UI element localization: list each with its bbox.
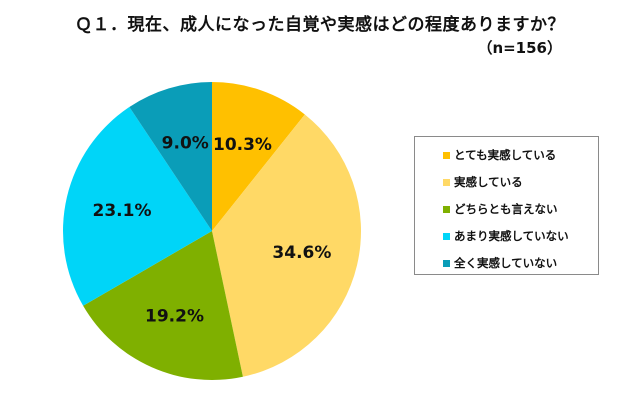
pie-slice-somewhat: [212, 114, 362, 377]
slice-value-label: 23.1%: [93, 201, 152, 221]
slice-value-label: 34.6%: [272, 243, 331, 263]
legend-swatch-icon: [443, 232, 450, 240]
legend-swatch-icon: [443, 205, 450, 213]
slice-value-label: 19.2%: [145, 306, 204, 326]
pie-slice-neutral: [83, 231, 243, 380]
pie-slice-not-at-all: [129, 82, 212, 231]
chart-title: Ｑ１．現在、成人になった自覚や実感はどの程度ありますか？: [75, 15, 565, 35]
slice-value-label: 9.0%: [162, 134, 209, 154]
legend-label: どちらとも言えない: [454, 202, 558, 216]
legend-item-not-much: あまり実感していない: [443, 228, 569, 244]
legend: とても実感している 実感している どちらとも言えない あまり実感していない 全く…: [414, 136, 599, 275]
legend-item-neutral: どちらとも言えない: [443, 201, 558, 217]
pie-slice-very-much: [212, 82, 305, 231]
pie-slice-not-much: [62, 107, 213, 306]
legend-label: とても実感している: [454, 148, 557, 162]
legend-item-very-much: とても実感している: [443, 147, 556, 163]
legend-item-somewhat: 実感している: [443, 174, 523, 190]
legend-swatch-icon: [443, 259, 450, 267]
legend-label: 全く実感していない: [454, 256, 558, 270]
legend-label: 実感している: [454, 175, 523, 189]
legend-swatch-icon: [443, 178, 450, 186]
legend-label: あまり実感していない: [454, 229, 569, 243]
legend-swatch-icon: [443, 151, 450, 159]
slice-value-label: 10.3%: [213, 135, 272, 155]
legend-item-not-at-all: 全く実感していない: [443, 255, 557, 271]
sample-size: （n=156）: [477, 39, 562, 57]
